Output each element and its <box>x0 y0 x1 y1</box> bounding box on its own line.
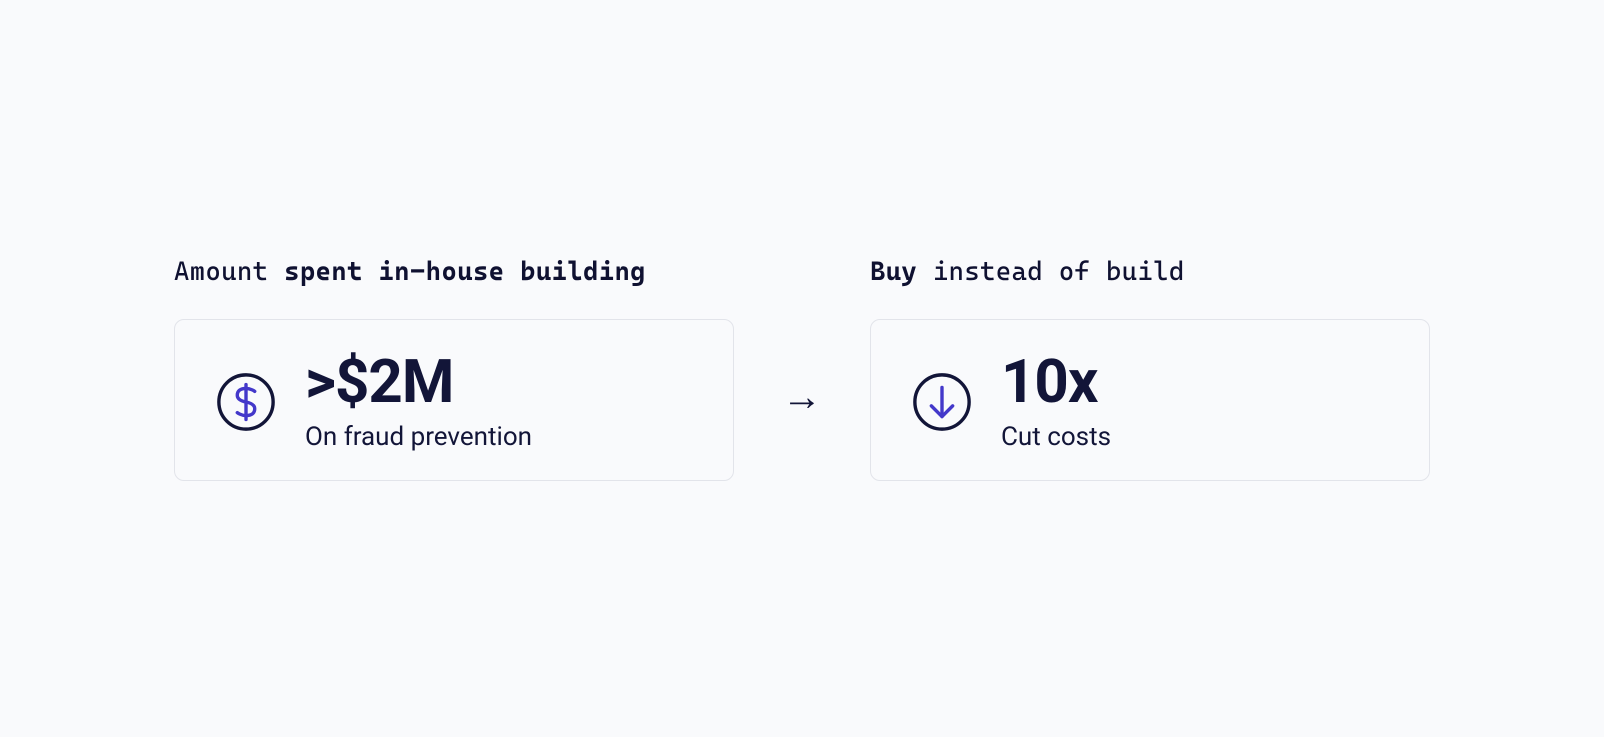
left-column: Amount spent in-house building >$2M On f… <box>174 257 734 481</box>
arrow-right-icon: → <box>782 317 822 420</box>
right-card-value: 10x <box>1001 352 1111 412</box>
right-heading-normal: instead of build <box>917 257 1184 287</box>
right-heading: Buy instead of build <box>870 257 1430 287</box>
arrow-down-circle-icon <box>911 371 973 433</box>
left-card-label: On fraud prevention <box>305 422 532 452</box>
right-card-label: Cut costs <box>1001 422 1111 452</box>
right-card-content: 10x Cut costs <box>1001 352 1111 452</box>
infographic-container: Amount spent in-house building >$2M On f… <box>174 257 1430 481</box>
left-heading-bold: spent in-house building <box>284 257 646 287</box>
left-card: >$2M On fraud prevention <box>174 319 734 481</box>
dollar-circle-icon <box>215 371 277 433</box>
right-column: Buy instead of build 10x Cut costs <box>870 257 1430 481</box>
left-heading: Amount spent in-house building <box>174 257 734 287</box>
right-heading-bold: Buy <box>870 257 917 287</box>
left-card-value: >$2M <box>305 352 532 412</box>
right-card: 10x Cut costs <box>870 319 1430 481</box>
left-card-content: >$2M On fraud prevention <box>305 352 532 452</box>
left-heading-normal: Amount <box>174 257 284 287</box>
